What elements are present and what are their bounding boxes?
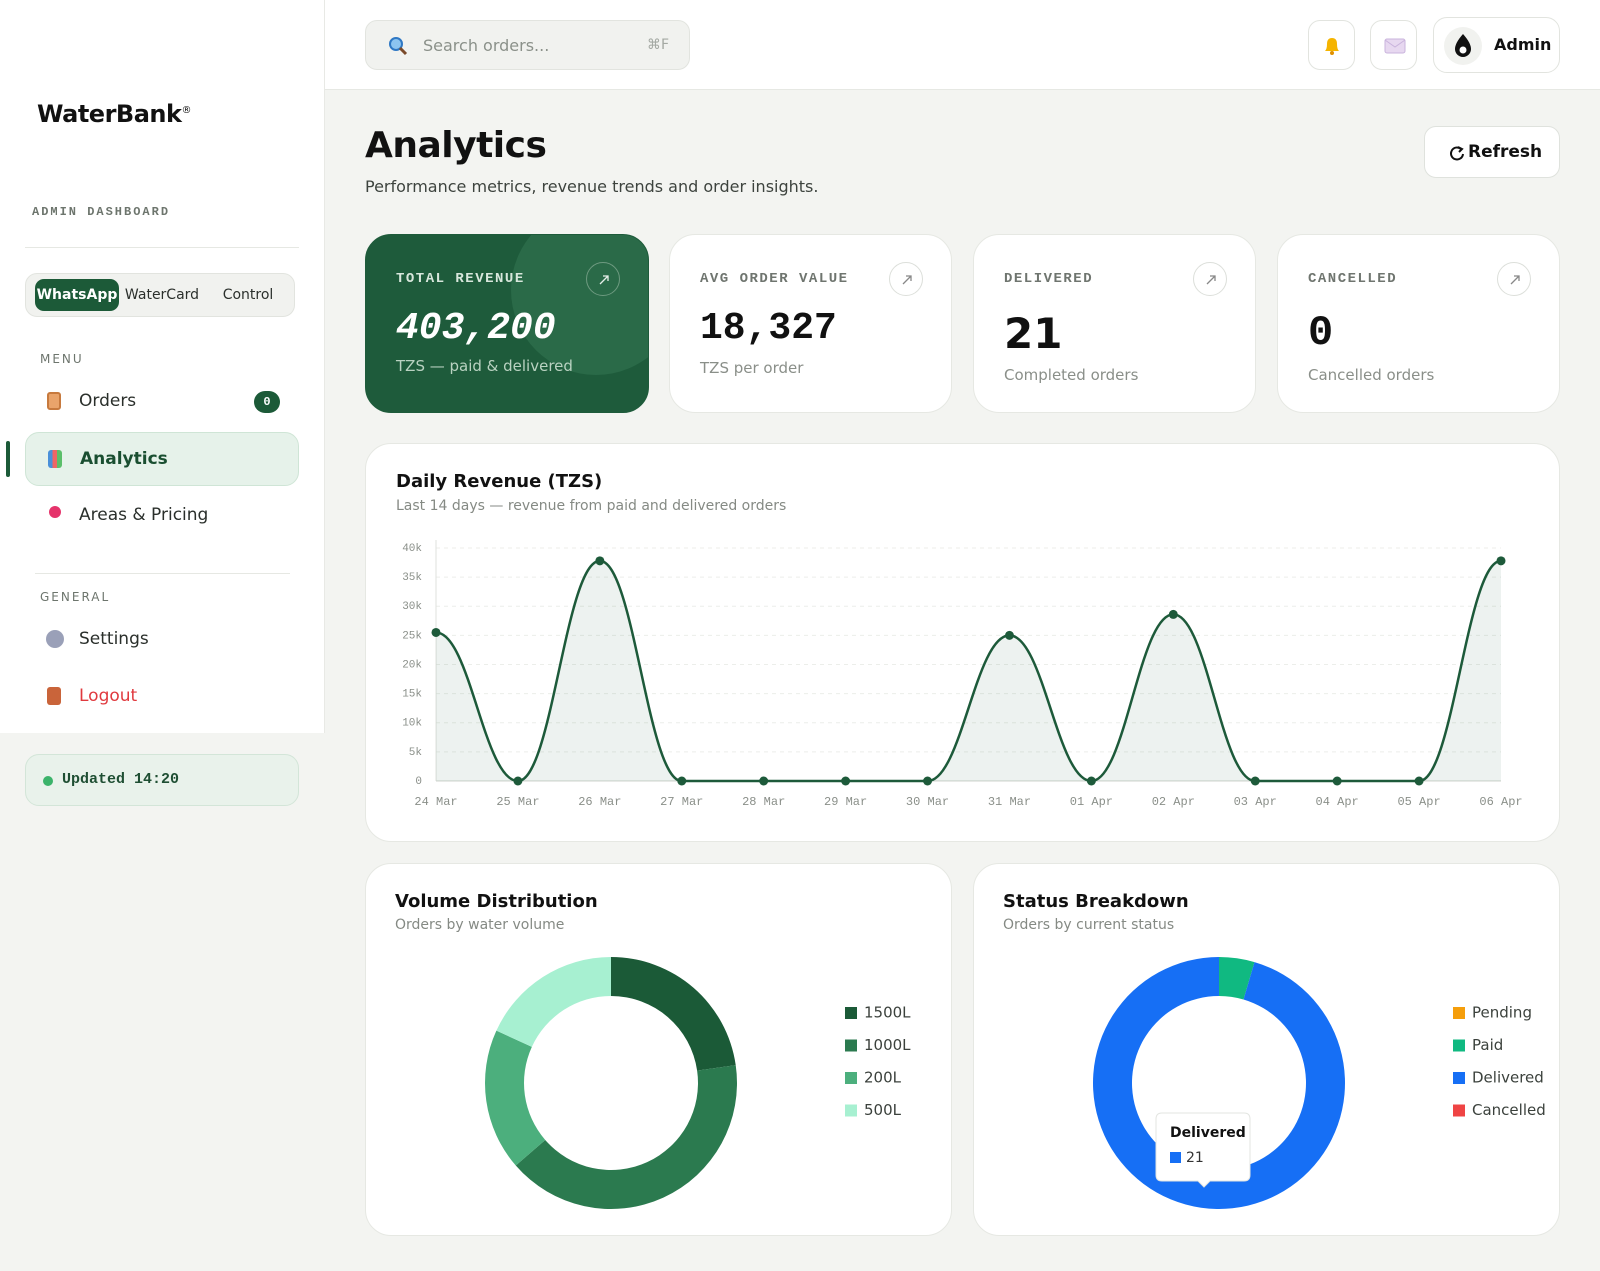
shortcut: ⌘F [646,37,669,53]
topbar: Search orders... ⌘F Admin [325,0,1600,90]
kpi-link[interactable] [1193,262,1227,296]
kpi-label: AVG ORDER VALUE [700,271,849,287]
page-subtitle: Performance metrics, revenue trends and … [365,177,819,196]
refresh-icon [1450,146,1464,161]
search-box[interactable]: Search orders... ⌘F [365,20,690,70]
kpi-value: 18,327 [700,307,837,350]
section-label: ADMIN DASHBOARD [32,205,171,219]
divider [25,247,299,248]
logo[interactable]: WaterBank® [37,100,191,128]
avatar-icon [1455,34,1471,57]
menu-label: MENU [40,352,84,366]
decoration [511,235,648,375]
active-indicator [6,441,10,477]
status-box: Updated 14:20 [25,754,299,806]
donut-card [973,863,1560,1236]
user-name: Admin [1494,35,1552,54]
menu-item-active[interactable]: Analytics [25,432,299,486]
page-title: Analytics [365,125,547,166]
refresh-button[interactable]: Refresh [1424,126,1560,178]
menu-label: Logout [79,686,138,706]
menu-item[interactable]: Settings [25,613,299,667]
avatar [1444,27,1482,65]
bell-icon [1325,38,1339,55]
line-chart-card [365,443,1560,842]
kpi-link[interactable] [1497,262,1531,296]
kpi-label: TOTAL REVENUE [396,271,525,287]
icon [48,450,62,468]
menu-label: Analytics [80,449,168,469]
kpi-card: AVG ORDER VALUE 18,327 TZS per order [669,234,952,413]
tab-group: WhatsApp WaterCard Control [25,273,295,317]
arrow-icon [599,275,609,285]
kpi-card: CANCELLED 0 Cancelled orders [1277,234,1560,413]
menu-label: Orders [79,391,137,411]
divider [35,573,290,574]
donut-card [365,863,952,1236]
menu-label: Settings [79,629,149,649]
status-dot [43,776,53,786]
icon [47,687,61,705]
mail-icon [1384,38,1406,54]
kpi-note: Cancelled orders [1308,366,1435,384]
refresh-label: Refresh [1468,142,1543,162]
menu-label: Areas & Pricing [79,505,209,525]
tab[interactable]: WaterCard [124,287,200,303]
kpi-value: 403,200 [396,307,556,350]
search-placeholder: Search orders... [423,36,550,55]
user-menu[interactable]: Admin [1433,17,1560,73]
tab[interactable]: Control [222,287,274,303]
search-icon [389,37,408,56]
kpi-note: TZS — paid & delivered [396,357,573,375]
kpi-link[interactable] [586,262,620,296]
general-label: GENERAL [40,590,111,604]
icon [46,630,64,648]
tab-active[interactable]: WhatsApp [35,279,119,311]
icon [49,506,61,518]
messages-button[interactable] [1370,20,1417,70]
kpi-card: TOTAL REVENUE 403,200 TZS — paid & deliv… [365,234,649,413]
menu-item[interactable]: Orders 0 [25,375,299,429]
kpi-card: DELIVERED 21 Completed orders [973,234,1256,413]
kpi-label: CANCELLED [1308,271,1398,287]
arrow-icon [1510,275,1520,285]
sidebar: WaterBank® ADMIN DASHBOARD WhatsApp Wate… [0,0,325,733]
kpi-label: DELIVERED [1004,271,1094,287]
kpi-note: TZS per order [700,359,804,377]
kpi-note: Completed orders [1004,366,1139,384]
logo-text: WaterBank [37,100,182,128]
notifications-button[interactable] [1308,20,1355,70]
arrow-icon [902,275,912,285]
logo-mark: ® [181,105,191,116]
badge: 0 [254,391,280,413]
menu-item[interactable]: Areas & Pricing [25,489,299,543]
kpi-value: 21 [1004,309,1063,358]
kpi-link[interactable] [889,262,923,296]
icon [47,392,61,410]
arrow-icon [1206,275,1216,285]
status-text: Updated 14:20 [62,771,180,788]
menu-item-logout[interactable]: Logout [25,670,299,724]
kpi-value: 0 [1308,309,1334,357]
